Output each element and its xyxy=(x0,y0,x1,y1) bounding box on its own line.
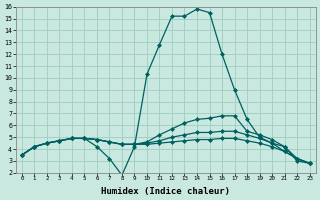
X-axis label: Humidex (Indice chaleur): Humidex (Indice chaleur) xyxy=(101,187,230,196)
